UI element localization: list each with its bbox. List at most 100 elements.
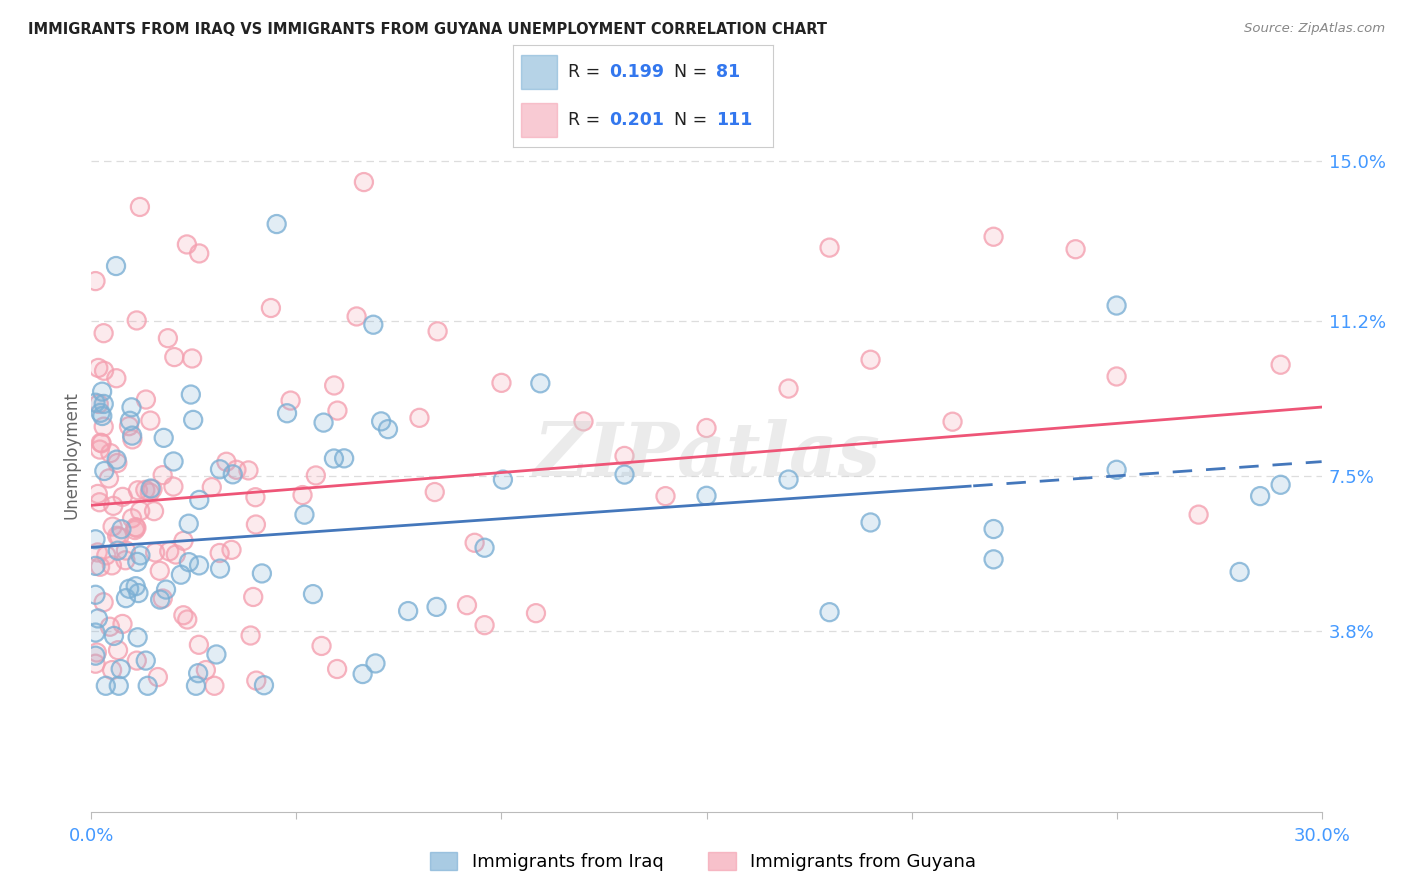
Point <box>983 552 1005 566</box>
Point <box>181 413 204 427</box>
Point <box>149 564 172 578</box>
Point <box>94 679 117 693</box>
Point <box>222 467 245 482</box>
Point <box>115 591 138 606</box>
Point <box>208 462 231 476</box>
Point <box>778 382 800 396</box>
Text: Source: ZipAtlas.com: Source: ZipAtlas.com <box>1244 22 1385 36</box>
Point <box>353 175 375 189</box>
Point <box>105 452 128 467</box>
Point <box>103 499 125 513</box>
Point <box>146 670 169 684</box>
Point <box>101 558 124 573</box>
Point <box>1064 242 1087 256</box>
Point <box>121 433 143 447</box>
Text: N =: N = <box>675 62 713 81</box>
Point <box>695 421 717 435</box>
Point <box>125 313 148 327</box>
Point <box>1270 358 1292 372</box>
Point <box>105 452 128 467</box>
Point <box>333 451 356 466</box>
Point <box>1249 489 1271 503</box>
Point <box>134 483 156 497</box>
Point <box>778 382 800 396</box>
Point <box>464 536 486 550</box>
Point <box>149 592 172 607</box>
Point <box>260 301 283 315</box>
Point <box>101 663 124 677</box>
Point <box>529 376 551 391</box>
Point <box>105 456 128 470</box>
Point <box>162 454 184 468</box>
Point <box>238 463 260 477</box>
Point <box>84 648 107 663</box>
Point <box>181 351 204 366</box>
Point <box>98 446 121 460</box>
Point <box>170 567 193 582</box>
Point <box>326 403 349 417</box>
Point <box>157 544 180 558</box>
Point <box>139 485 162 500</box>
Point <box>311 639 333 653</box>
Point <box>280 393 302 408</box>
Point <box>98 446 121 460</box>
Point <box>89 442 111 457</box>
Point <box>188 558 211 573</box>
Point <box>245 490 267 504</box>
Point <box>276 406 298 420</box>
Point <box>87 360 110 375</box>
Point <box>87 397 110 411</box>
Point <box>353 175 375 189</box>
Point <box>127 630 149 644</box>
Point <box>170 567 193 582</box>
Point <box>778 473 800 487</box>
Point <box>245 517 267 532</box>
Point <box>1249 489 1271 503</box>
Point <box>492 473 515 487</box>
Point <box>87 487 110 501</box>
Point <box>613 467 636 482</box>
Point <box>187 638 209 652</box>
Point <box>529 376 551 391</box>
Point <box>125 654 148 668</box>
Point <box>93 595 115 609</box>
Point <box>188 492 211 507</box>
Point <box>165 548 187 562</box>
Point <box>118 582 141 596</box>
Point <box>194 663 217 677</box>
Point <box>423 485 446 500</box>
Point <box>84 395 107 409</box>
Point <box>107 543 129 558</box>
Text: ZIPatlas: ZIPatlas <box>533 418 880 491</box>
Point <box>253 678 276 692</box>
Point <box>114 543 136 558</box>
Point <box>181 351 204 366</box>
Point <box>311 639 333 653</box>
Point <box>312 416 335 430</box>
Point <box>127 555 149 569</box>
Point <box>84 558 107 573</box>
Point <box>208 546 231 560</box>
Point <box>84 274 107 288</box>
Point <box>93 326 115 341</box>
Y-axis label: Unemployment: Unemployment <box>62 391 80 519</box>
Point <box>524 606 547 620</box>
Point <box>84 625 107 640</box>
Point <box>370 414 392 428</box>
Point <box>115 591 138 606</box>
Point <box>187 666 209 681</box>
Point <box>152 591 174 606</box>
Point <box>163 350 186 364</box>
Point <box>93 364 115 378</box>
Point <box>98 620 121 634</box>
Point <box>93 397 115 411</box>
Point <box>370 414 392 428</box>
Point <box>1105 299 1128 313</box>
Point <box>396 604 419 618</box>
Point <box>426 324 449 338</box>
Point <box>695 489 717 503</box>
Bar <box>522 55 557 88</box>
Point <box>778 473 800 487</box>
Point <box>238 463 260 477</box>
Point <box>139 413 162 427</box>
